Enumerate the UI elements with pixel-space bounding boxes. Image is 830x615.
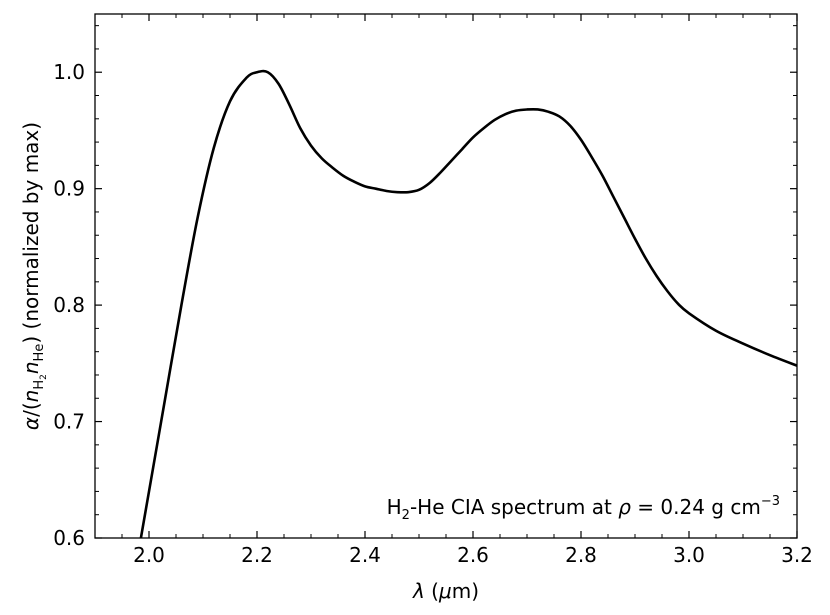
- ticks-layer: 2.0 2.2 2.4 2.6 2.8 3.0 3.2 0.6 0.7 0.8 0.9 1.0: [53, 14, 813, 567]
- y-axis-alpha: α: [19, 417, 43, 430]
- y-axis-label: α/(nH2nHe) (normalized by max): [19, 122, 49, 430]
- x-tick-label: 3.0: [673, 543, 705, 567]
- y-tick-label: 0.7: [53, 410, 85, 434]
- y-tick-label: 1.0: [53, 60, 85, 84]
- y-tick-label: 0.6: [53, 526, 85, 550]
- y-axis-sub1-sub: 2: [39, 374, 49, 380]
- y-tick-label: 0.8: [53, 293, 85, 317]
- x-axis-symbol: λ: [412, 579, 425, 603]
- y-axis-n1: n: [19, 390, 43, 403]
- x-axis-label: λ (μm): [412, 579, 479, 603]
- annotation-rho: ρ: [618, 495, 631, 519]
- y-axis-rest: (normalized by max): [19, 122, 43, 336]
- y-axis-sub1-main: H: [32, 380, 47, 390]
- x-axis-unit-mu: μ: [438, 579, 452, 603]
- x-axis-unit-open: (: [425, 579, 439, 603]
- y-axis-n2: n: [19, 361, 43, 374]
- series-line: [139, 69, 798, 539]
- y-axis-sub2: He: [32, 344, 47, 362]
- x-tick-label: 2.6: [457, 543, 489, 567]
- x-tick-label: 2.8: [565, 543, 597, 567]
- x-tick-label: 2.4: [349, 543, 381, 567]
- plot-frame: [94, 13, 798, 539]
- x-tick-label: 2.2: [241, 543, 273, 567]
- annotation-exp: −3: [761, 494, 780, 509]
- y-axis-slash: /(: [19, 402, 43, 417]
- annotation-h-sub: 2: [402, 508, 410, 523]
- y-tick-label: 0.9: [53, 177, 85, 201]
- x-tick-label: 3.2: [781, 543, 813, 567]
- annotation-text: H2-He CIA spectrum at ρ = 0.24 g cm−3: [387, 494, 780, 523]
- annotation-text1: -He CIA spectrum at: [410, 495, 618, 519]
- x-tick-label: 2.0: [133, 543, 165, 567]
- series-layer: [139, 69, 798, 539]
- annotation-h: H: [387, 495, 402, 519]
- x-axis-unit-rest: m): [452, 579, 479, 603]
- y-axis-close: ): [19, 336, 43, 344]
- annotation-text2: = 0.24 g cm: [631, 495, 761, 519]
